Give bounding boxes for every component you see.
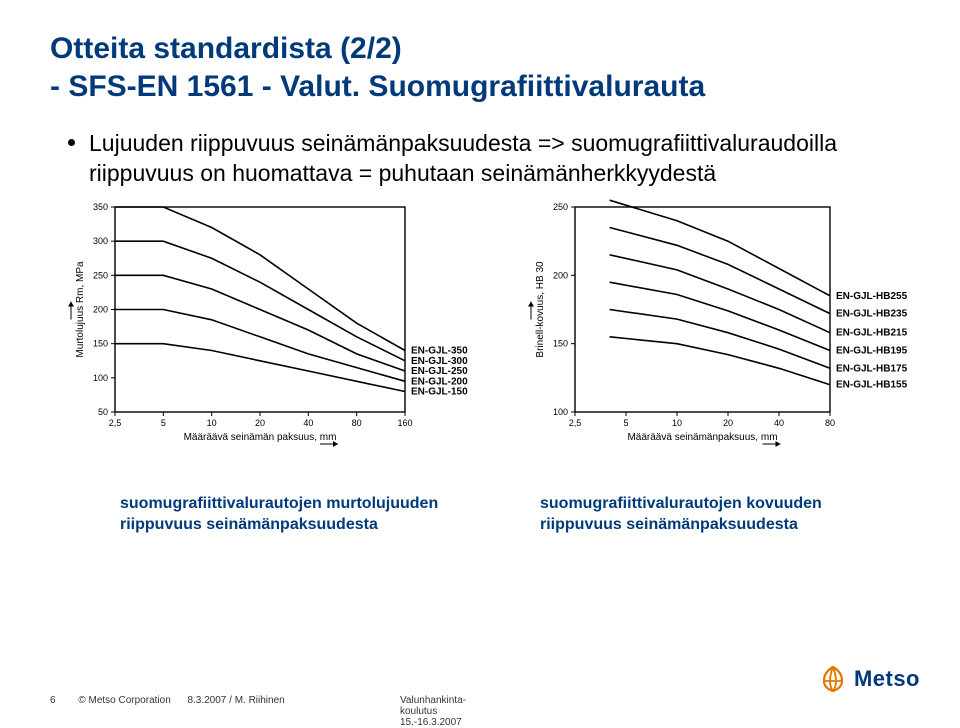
svg-text:EN-GJL-HB175: EN-GJL-HB175 (836, 363, 908, 374)
svg-text:2,5: 2,5 (109, 418, 122, 428)
logo: Metso (818, 664, 920, 694)
captions-row: suomugrafiittivalurautojen murtolujuuden… (120, 494, 910, 536)
svg-text:40: 40 (774, 418, 784, 428)
chart-left: 50 100 150 200 250 300 350 2,5 5 10 20 40 80 160 Murto… (60, 199, 500, 464)
svg-text:EN-GJL-HB155: EN-GJL-HB155 (836, 379, 908, 390)
svg-text:250: 250 (553, 202, 568, 212)
caption-left: suomugrafiittivalurautojen murtolujuuden… (120, 494, 480, 536)
svg-text:200: 200 (93, 304, 108, 314)
svg-text:Määräävä seinämän paksuus, mm: Määräävä seinämän paksuus, mm (184, 432, 337, 443)
footer: 6 © Metso Corporation 8.3.2007 / M. Riih… (50, 695, 285, 706)
logo-icon (818, 664, 848, 694)
svg-text:350: 350 (93, 202, 108, 212)
svg-text:80: 80 (352, 418, 362, 428)
svg-text:EN-GJL-HB255: EN-GJL-HB255 (836, 291, 908, 302)
svg-text:250: 250 (93, 270, 108, 280)
charts-row: 50 100 150 200 250 300 350 2,5 5 10 20 40 80 160 Murto… (60, 199, 910, 464)
svg-text:160: 160 (397, 418, 412, 428)
title-line-1: Otteita standardista (2/2) (50, 30, 910, 68)
svg-text:Murtolujuus Rm, MPa: Murtolujuus Rm, MPa (75, 261, 86, 358)
bullet-text: Lujuuden riippuvuus seinämänpaksuudesta … (89, 129, 910, 189)
svg-text:2,5: 2,5 (569, 418, 582, 428)
slide-title: Otteita standardista (2/2) - SFS-EN 1561… (50, 30, 910, 105)
svg-text:50: 50 (98, 407, 108, 417)
footer-page: 6 (50, 695, 56, 706)
logo-text: Metso (854, 666, 920, 692)
footer-copyright: © Metso Corporation (78, 695, 170, 706)
caption-right: suomugrafiittivalurautojen kovuuden riip… (540, 494, 900, 536)
svg-text:20: 20 (255, 418, 265, 428)
svg-text:EN-GJL-HB215: EN-GJL-HB215 (836, 328, 908, 339)
svg-text:Brinell-kovuus, HB 30: Brinell-kovuus, HB 30 (535, 261, 546, 358)
svg-text:EN-GJL-150: EN-GJL-150 (411, 386, 468, 397)
svg-text:100: 100 (93, 373, 108, 383)
svg-text:5: 5 (161, 418, 166, 428)
svg-text:Määräävä seinämänpaksuus, mm: Määräävä seinämänpaksuus, mm (627, 432, 777, 443)
svg-text:150: 150 (553, 338, 568, 348)
svg-text:100: 100 (553, 407, 568, 417)
footer-author: 8.3.2007 / M. Riihinen (187, 695, 284, 706)
svg-text:150: 150 (93, 338, 108, 348)
footer-course: Valunhankinta-koulutus 15.-16.3.2007 (400, 695, 466, 728)
chart-right: 100 150 200 250 2,5 5 10 20 40 80 Brinell-kovuus, … (520, 199, 950, 464)
svg-text:200: 200 (553, 270, 568, 280)
bullet-row: Lujuuden riippuvuus seinämänpaksuudesta … (68, 129, 910, 189)
title-line-2: - SFS-EN 1561 - Valut. Suomugrafiittival… (50, 68, 910, 106)
svg-text:80: 80 (825, 418, 835, 428)
svg-text:10: 10 (207, 418, 217, 428)
bullet-dot-icon (68, 139, 75, 146)
slide: Otteita standardista (2/2) - SFS-EN 1561… (0, 0, 960, 724)
svg-text:5: 5 (623, 418, 628, 428)
svg-text:EN-GJL-HB195: EN-GJL-HB195 (836, 345, 908, 356)
svg-text:20: 20 (723, 418, 733, 428)
svg-text:40: 40 (303, 418, 313, 428)
svg-text:300: 300 (93, 236, 108, 246)
svg-text:EN-GJL-HB235: EN-GJL-HB235 (836, 308, 908, 319)
svg-text:10: 10 (672, 418, 682, 428)
